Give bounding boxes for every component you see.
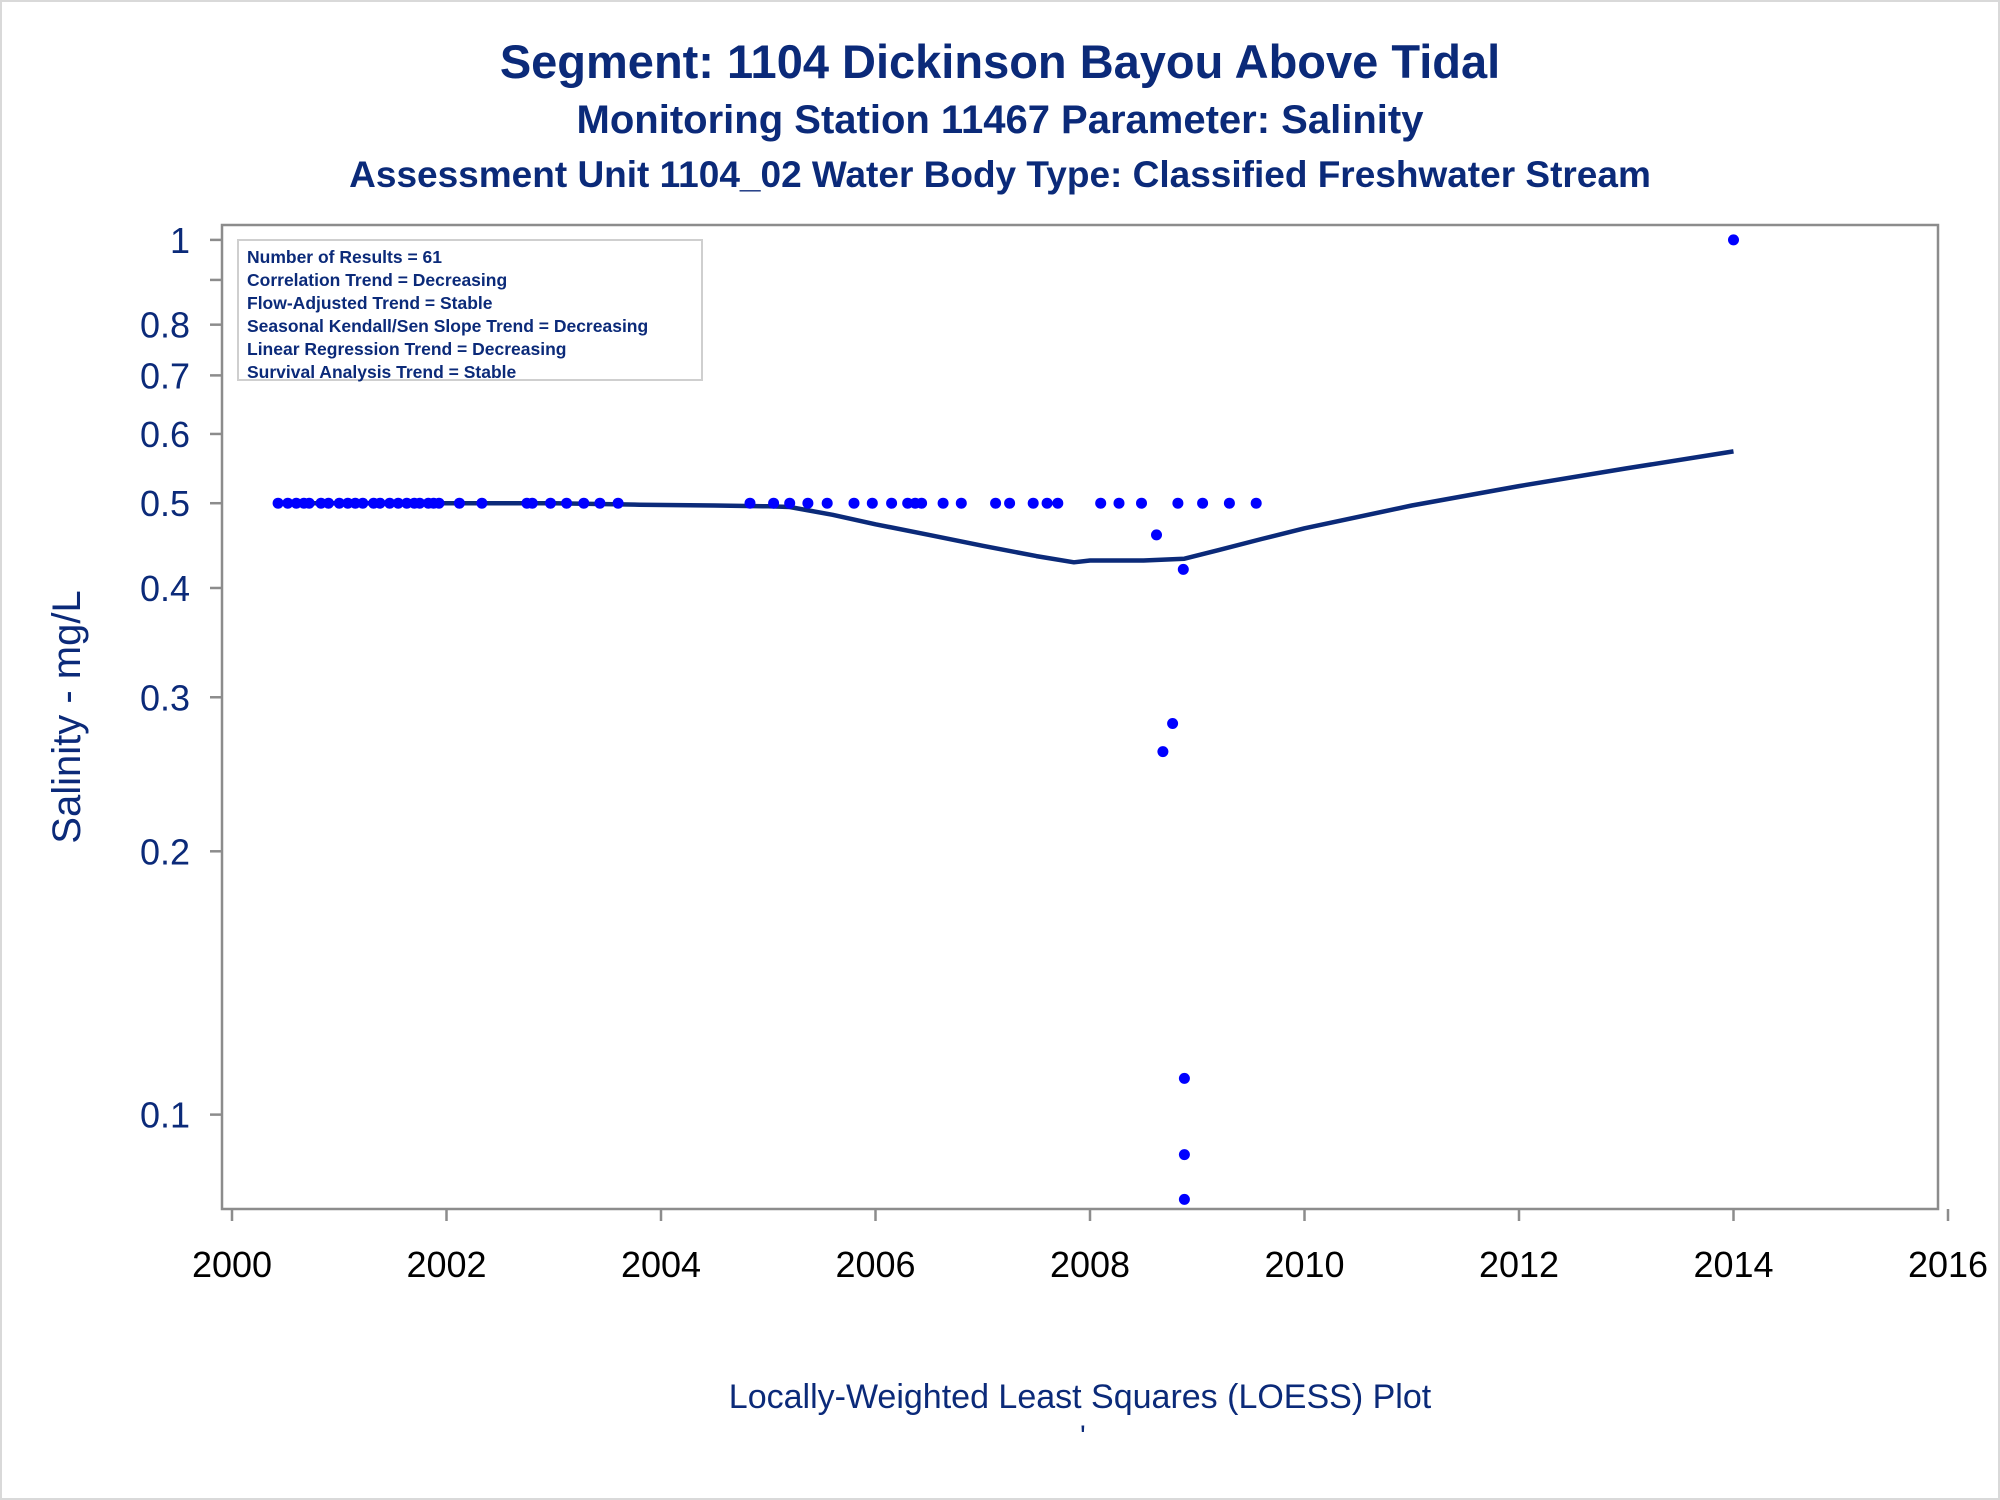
data-point <box>1027 497 1039 509</box>
data-point <box>526 497 538 509</box>
data-point <box>1178 1149 1190 1161</box>
x-tick-label: 2010 <box>1264 1244 1344 1285</box>
data-point <box>374 497 386 509</box>
data-point <box>1041 497 1053 509</box>
chart-title: Segment: 1104 Dickinson Bayou Above Tida… <box>499 35 1501 88</box>
data-point <box>323 497 334 509</box>
data-point <box>282 497 294 509</box>
data-point <box>1151 529 1162 541</box>
data-point <box>392 497 404 509</box>
y-tick-label: 0.5 <box>140 483 190 524</box>
stat-linear-regression-trend: Linear Regression Trend = Decreasing <box>247 339 567 359</box>
loess-line <box>278 449 1734 565</box>
stat-flow-adjusted-trend: Flow-Adjusted Trend = Stable <box>247 293 493 313</box>
loess-series <box>278 449 1734 565</box>
data-point <box>1113 497 1125 509</box>
x-tick-label: 2008 <box>1050 1244 1130 1285</box>
data-point <box>848 497 860 509</box>
data-point <box>955 497 967 509</box>
data-point <box>476 497 488 509</box>
data-point <box>1052 497 1064 509</box>
data-point <box>1728 234 1739 246</box>
x-tick-label: 2006 <box>835 1244 915 1285</box>
data-point <box>594 497 606 509</box>
footnote-mark: ' <box>1080 1420 1086 1453</box>
x-tick-label: 2000 <box>192 1244 272 1285</box>
data-points <box>272 234 1739 1205</box>
data-point <box>1167 718 1179 729</box>
y-axis: 0.1 0.2 0.3 0.4 0.5 0.6 0.7 0.8 1 <box>140 220 222 1136</box>
data-point <box>866 497 878 509</box>
stat-seasonal-kendall-trend: Seasonal Kendall/Sen Slope Trend = Decre… <box>247 316 649 336</box>
data-point <box>545 497 556 509</box>
data-point <box>1136 497 1147 509</box>
data-point <box>612 497 624 509</box>
chart-subtitle-assessment: Assessment Unit 1104_02 Water Body Type:… <box>349 154 1651 195</box>
data-point <box>414 497 426 509</box>
data-point <box>303 497 315 509</box>
data-point <box>1223 497 1235 509</box>
plot-area <box>220 223 1940 1211</box>
data-point <box>1157 746 1169 758</box>
stat-correlation-trend: Correlation Trend = Decreasing <box>247 270 508 290</box>
data-point <box>384 497 396 509</box>
x-tick-label: 2012 <box>1479 1244 1559 1285</box>
y-tick-label: 1 <box>170 220 190 261</box>
x-tick-label: 2014 <box>1693 1244 1773 1285</box>
y-tick-label: 0.7 <box>140 355 190 396</box>
y-tick-label: 0.3 <box>140 677 190 718</box>
data-point <box>1177 563 1189 575</box>
data-point <box>886 497 898 509</box>
data-point <box>1178 1193 1190 1205</box>
data-point <box>1095 497 1107 509</box>
data-point <box>821 497 833 509</box>
x-tick-label: 2016 <box>1908 1244 1988 1285</box>
data-point <box>272 497 284 509</box>
data-point <box>784 497 796 509</box>
data-point <box>802 497 814 509</box>
data-point <box>290 497 302 509</box>
data-point <box>990 497 1002 509</box>
data-point <box>561 497 573 509</box>
data-point <box>578 497 590 509</box>
data-point <box>1172 497 1184 509</box>
y-tick-label: 0.4 <box>140 568 190 609</box>
data-point <box>768 497 780 509</box>
trend-stats-box: Number of Results = 61 Correlation Trend… <box>237 239 703 382</box>
chart-subtitle-station: Monitoring Station 11467 Parameter: Sali… <box>576 98 1424 142</box>
x-tick-label: 2004 <box>621 1244 701 1285</box>
data-point <box>1004 497 1016 509</box>
data-point <box>433 497 445 509</box>
stat-results-count: Number of Results = 61 <box>247 247 442 267</box>
data-point <box>1250 497 1262 509</box>
x-axis: 2000 2002 2004 2006 2008 2010 2012 2014 2016 <box>192 1209 1988 1285</box>
y-axis-label: Salinity - mg/L <box>45 590 89 843</box>
data-point <box>916 497 928 509</box>
data-point <box>357 497 369 509</box>
y-tick-label: 0.2 <box>140 831 190 872</box>
x-tick-label: 2002 <box>406 1244 486 1285</box>
data-point <box>453 497 465 509</box>
stat-survival-analysis-trend: Survival Analysis Trend = Stable <box>247 362 517 382</box>
data-point <box>937 497 949 509</box>
data-point <box>1197 497 1209 509</box>
data-point <box>744 497 756 509</box>
footnote: Locally-Weighted Least Squares (LOESS) P… <box>728 1378 1432 1416</box>
data-point <box>1178 1072 1190 1084</box>
y-tick-label: 0.8 <box>140 305 190 346</box>
y-tick-label: 0.6 <box>140 414 190 455</box>
data-point <box>333 497 345 509</box>
y-tick-label: 0.1 <box>140 1095 190 1136</box>
